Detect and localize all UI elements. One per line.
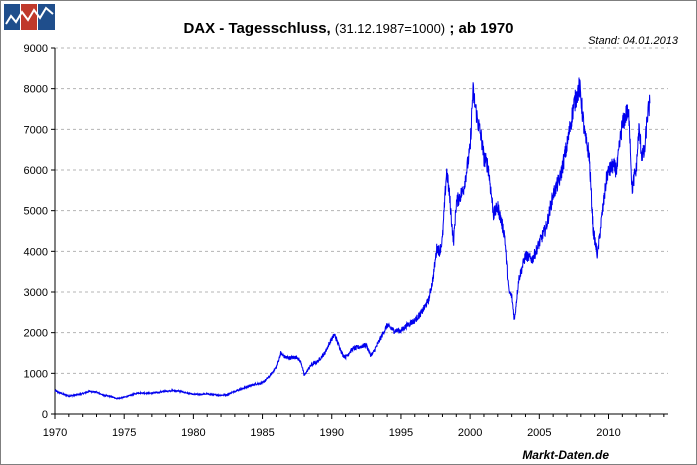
x-tick-label-2005: 2005 bbox=[527, 427, 551, 439]
chart-title-main: DAX - Tagesschluss, bbox=[183, 20, 331, 37]
x-tick-label-1975: 1975 bbox=[112, 427, 136, 439]
axes bbox=[51, 47, 668, 419]
y-tick-label-7000: 7000 bbox=[24, 124, 48, 136]
series-layer bbox=[54, 77, 651, 400]
y-tick-label-1000: 1000 bbox=[24, 368, 48, 380]
y-tick-label-4000: 4000 bbox=[24, 246, 48, 258]
y-tick-label-9000: 9000 bbox=[24, 43, 48, 55]
x-tick-label-1970: 1970 bbox=[43, 427, 67, 439]
chart-title-base: (31.12.1987=1000) bbox=[334, 21, 446, 36]
x-tick-label-1990: 1990 bbox=[320, 427, 344, 439]
y-tick-label-6000: 6000 bbox=[24, 165, 48, 177]
x-tick-label-1985: 1985 bbox=[250, 427, 274, 439]
y-tick-label-2000: 2000 bbox=[24, 328, 48, 340]
x-tick-labels: 1970 1975 1980 1985 1990 1995 2000 2005 2010 bbox=[43, 427, 621, 439]
y-tick-label-5000: 5000 bbox=[24, 206, 48, 218]
x-tick-label-2000: 2000 bbox=[458, 427, 482, 439]
x-tick-label-1995: 1995 bbox=[389, 427, 413, 439]
source-credit: Markt-Daten.de bbox=[522, 448, 609, 462]
y-tick-label-0: 0 bbox=[42, 409, 48, 421]
y-tick-label-3000: 3000 bbox=[24, 287, 48, 299]
chart-title-suffix: ; ab 1970 bbox=[449, 20, 514, 37]
y-tick-labels: 0 1000 2000 3000 4000 5000 6000 7000 8000 9000 bbox=[24, 43, 48, 421]
grid-lines bbox=[55, 47, 668, 374]
series-line-dax bbox=[54, 77, 651, 400]
chart-title: DAX - Tagesschluss, (31.12.1987=1000) ; … bbox=[0, 20, 697, 37]
markt-daten-logo bbox=[4, 4, 55, 30]
logo-trend-line bbox=[5, 6, 54, 25]
y-tick-label-8000: 8000 bbox=[24, 84, 48, 96]
x-tick-label-2010: 2010 bbox=[596, 427, 620, 439]
logo-panel-right bbox=[38, 4, 55, 30]
stand-date: Stand: 04.01.2013 bbox=[588, 35, 678, 47]
x-tick-label-1980: 1980 bbox=[181, 427, 205, 439]
